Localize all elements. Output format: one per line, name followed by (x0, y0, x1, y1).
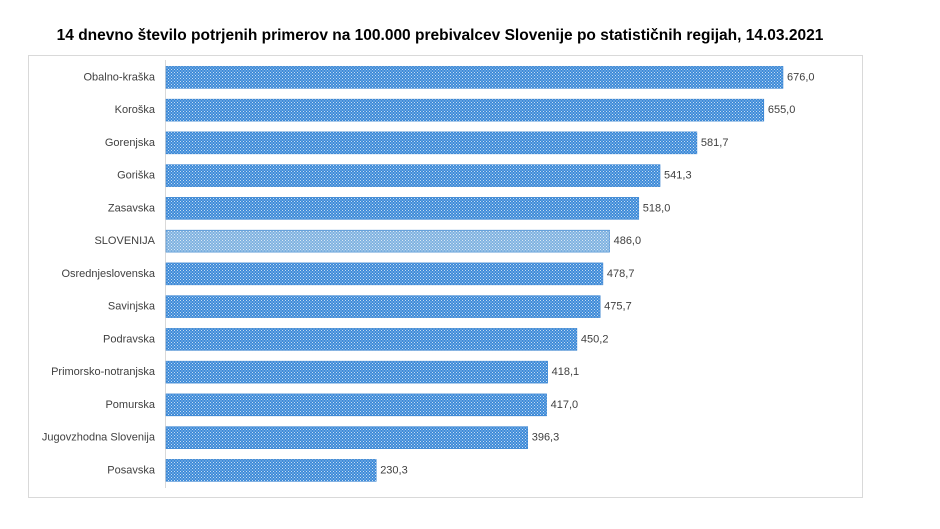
y-tick-label: Goriška (117, 170, 156, 182)
y-tick-label: Obalno-kraška (83, 71, 155, 83)
bar (165, 426, 528, 449)
data-label: 518,0 (643, 202, 671, 214)
bar (165, 393, 547, 417)
data-label: 478,7 (607, 268, 635, 280)
bar (165, 262, 604, 286)
y-tick-label: Pomurska (105, 399, 155, 411)
y-tick-label: Savinjska (108, 301, 156, 313)
y-tick-label: Koroška (115, 104, 156, 116)
y-tick-label: Zasavska (108, 202, 156, 214)
data-label: 475,7 (604, 301, 632, 313)
data-label: 230,3 (380, 464, 408, 476)
data-label: 581,7 (701, 137, 729, 149)
bar (165, 98, 765, 122)
data-label: 418,1 (552, 366, 580, 378)
y-tick-label: Osrednjeslovenska (61, 268, 155, 280)
data-label: 655,0 (768, 104, 796, 116)
data-label: 450,2 (581, 333, 609, 345)
bar (165, 328, 578, 351)
y-tick-label: Posavska (107, 464, 156, 476)
y-tick-label: Primorsko-notranjska (51, 366, 156, 378)
y-tick-label: SLOVENIJA (94, 235, 155, 247)
bar (165, 229, 610, 253)
bar (165, 459, 377, 482)
bar (165, 295, 601, 318)
data-label: 417,0 (551, 399, 579, 411)
y-tick-label: Jugovzhodna Slovenija (42, 432, 156, 444)
bar (165, 360, 548, 384)
plot-frame (28, 55, 863, 498)
data-label: 396,3 (532, 432, 560, 444)
y-tick-label: Podravska (103, 333, 156, 345)
y-tick-label: Gorenjska (105, 137, 156, 149)
bar (165, 164, 661, 187)
bar (165, 66, 784, 89)
bar (165, 197, 640, 220)
data-label: 486,0 (614, 235, 642, 247)
chart-title: 14 dnevno število potrjenih primerov na … (57, 27, 824, 44)
bar (165, 131, 698, 155)
data-label: 676,0 (787, 71, 815, 83)
data-label: 541,3 (664, 170, 692, 182)
